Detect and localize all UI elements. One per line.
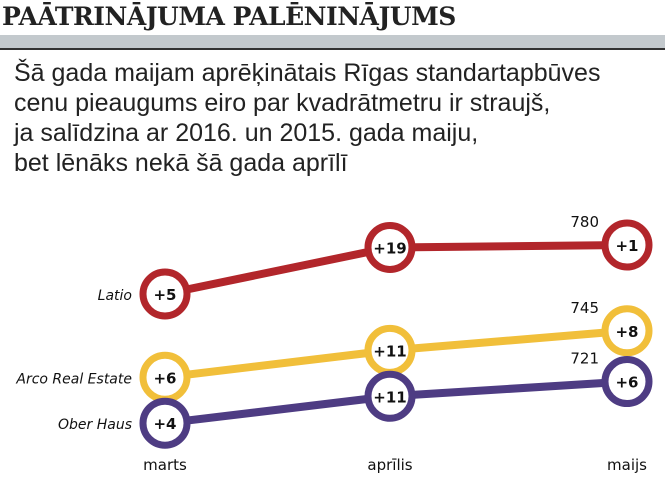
x-tick-label: aprīlis [367,456,412,474]
x-tick-label: maijs [607,456,647,474]
subtitle-line: bet lēnāks nekā šā gada aprīlī [14,149,348,177]
title-divider [0,35,665,50]
subtitle-line: cenu pieaugums eiro par kvadrātmetru ir … [14,89,551,117]
chart-title: PAĀTRINĀJUMA PALĒNINĀJUMS [2,2,456,31]
data-label: +5 [153,286,176,304]
data-label: +19 [373,239,406,257]
data-label: +4 [153,415,176,433]
data-point [139,397,191,449]
data-point [364,370,416,422]
data-point [601,305,653,357]
data-label: +11 [373,388,406,406]
data-point [601,356,653,408]
data-point [601,219,653,271]
legend-label: Latio [98,288,132,304]
data-label: +1 [615,237,638,255]
data-point [139,268,191,320]
chart-subtitle: Šā gada maijam aprēķinātais Rīgas standa… [14,58,664,178]
legend-label: Arco Real Estate [15,371,132,387]
end-value-label: 745 [570,299,599,317]
subtitle-line: ja salīdzina ar 2016. un 2015. gada maij… [14,119,479,147]
x-tick-label: marts [143,456,187,474]
end-value-label: 721 [570,350,599,368]
data-point [364,221,416,273]
legend-label: Ober Haus [58,417,132,433]
subtitle-line: Šā gada maijam aprēķinātais Rīgas standa… [14,59,601,87]
data-label: +11 [373,342,406,360]
data-label: +8 [615,323,638,341]
data-label: +6 [615,374,638,392]
data-label: +6 [153,369,176,387]
end-value-label: 780 [570,213,599,231]
